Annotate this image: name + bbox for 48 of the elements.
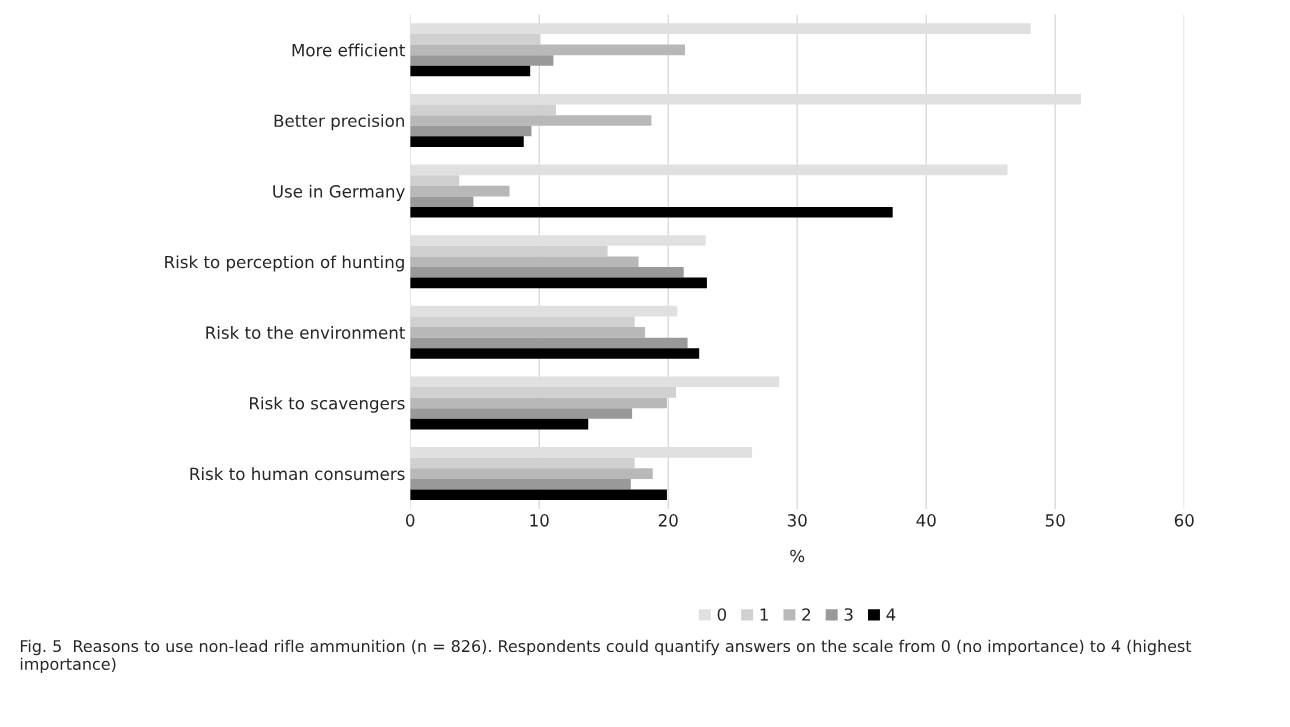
bar (410, 125, 532, 137)
x-tick-label: 60 (1174, 514, 1194, 527)
bar (410, 478, 631, 490)
bar (410, 245, 608, 257)
bar (410, 327, 645, 338)
bar (410, 457, 635, 469)
legend-label: 3 (844, 608, 853, 621)
bar (410, 397, 667, 409)
x-tick-label: 30 (787, 514, 807, 527)
caption: Fig. 5 Reasons to use non-lead rifle ammunition (n = 826). Respondents could quantify answers on the scale from 0 (no importance) to 4 (highest importance) (20, 639, 1192, 674)
y-tick-label: Risk to perception of hunting (165, 255, 404, 272)
bar (410, 65, 531, 77)
y-tick-label: Risk to scavengers (250, 396, 405, 413)
bar (410, 104, 556, 116)
bar (410, 277, 707, 289)
y-tick-label: Risk to human consumers (190, 467, 405, 481)
bar (410, 115, 652, 126)
y-tick-label: More efficient (292, 43, 405, 57)
legend-label: 2 (802, 608, 811, 621)
x-tick-label: 10 (530, 514, 549, 527)
legend-label: 0 (717, 608, 727, 621)
x-tick-label: 20 (658, 514, 678, 527)
bar (410, 33, 541, 45)
bar (410, 44, 685, 56)
bar (410, 136, 524, 147)
x-axis-title: % (790, 549, 805, 563)
bar (410, 316, 635, 328)
bar (410, 337, 688, 349)
bar (410, 55, 554, 66)
legend-label: 4 (886, 608, 896, 621)
y-tick-label: Better precision (274, 114, 404, 131)
legend-label: 1 (760, 608, 768, 621)
bar (410, 206, 893, 218)
y-tick-label: Use in Germany (273, 184, 405, 201)
x-tick-label: 0 (406, 514, 415, 527)
bar (410, 418, 589, 430)
x-tick-label: 40 (916, 514, 936, 527)
bar (410, 267, 684, 278)
bar (410, 348, 700, 359)
y-tick-label: Risk to the environment (206, 326, 405, 339)
bar (410, 256, 639, 268)
bar (410, 175, 460, 186)
x-tick-label: 50 (1045, 514, 1065, 527)
bar (410, 196, 474, 207)
bar (410, 408, 633, 419)
bar (410, 468, 653, 479)
bar (410, 185, 510, 197)
bar (410, 489, 667, 501)
